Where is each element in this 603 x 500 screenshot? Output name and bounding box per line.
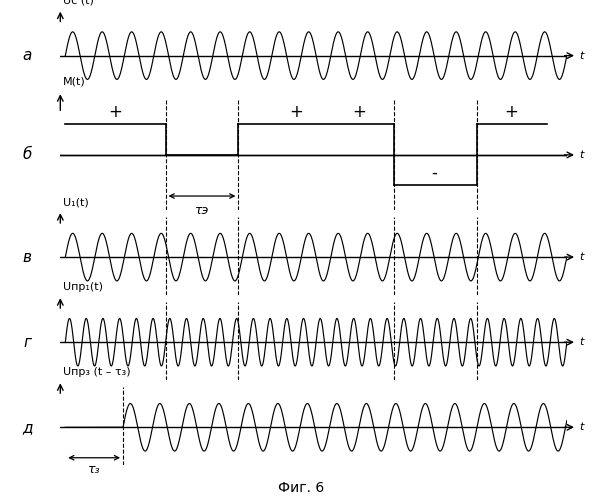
- Text: Uпр₃ (t – τ₃): Uпр₃ (t – τ₃): [63, 368, 130, 378]
- Text: Uс (t): Uс (t): [63, 0, 93, 6]
- Text: +: +: [352, 103, 365, 121]
- Text: +: +: [109, 103, 122, 121]
- Text: +: +: [289, 103, 303, 121]
- Text: τ₃: τ₃: [88, 462, 101, 475]
- Text: t: t: [579, 50, 584, 60]
- Text: τэ: τэ: [195, 204, 209, 218]
- Text: t: t: [579, 422, 584, 432]
- Text: t: t: [579, 252, 584, 262]
- Text: Uпр₁(t): Uпр₁(t): [63, 282, 103, 292]
- Text: t: t: [579, 150, 584, 160]
- Text: а: а: [23, 48, 32, 63]
- Text: Фиг. 6: Фиг. 6: [279, 481, 324, 495]
- Text: M(t): M(t): [63, 77, 86, 87]
- Text: +: +: [505, 103, 519, 121]
- Text: д: д: [22, 420, 33, 435]
- Text: -: -: [431, 164, 437, 182]
- Text: t: t: [579, 337, 584, 347]
- Text: U₁(t): U₁(t): [63, 197, 89, 207]
- Text: в: в: [23, 250, 32, 264]
- Text: б: б: [23, 148, 32, 162]
- Text: г: г: [24, 334, 31, 349]
